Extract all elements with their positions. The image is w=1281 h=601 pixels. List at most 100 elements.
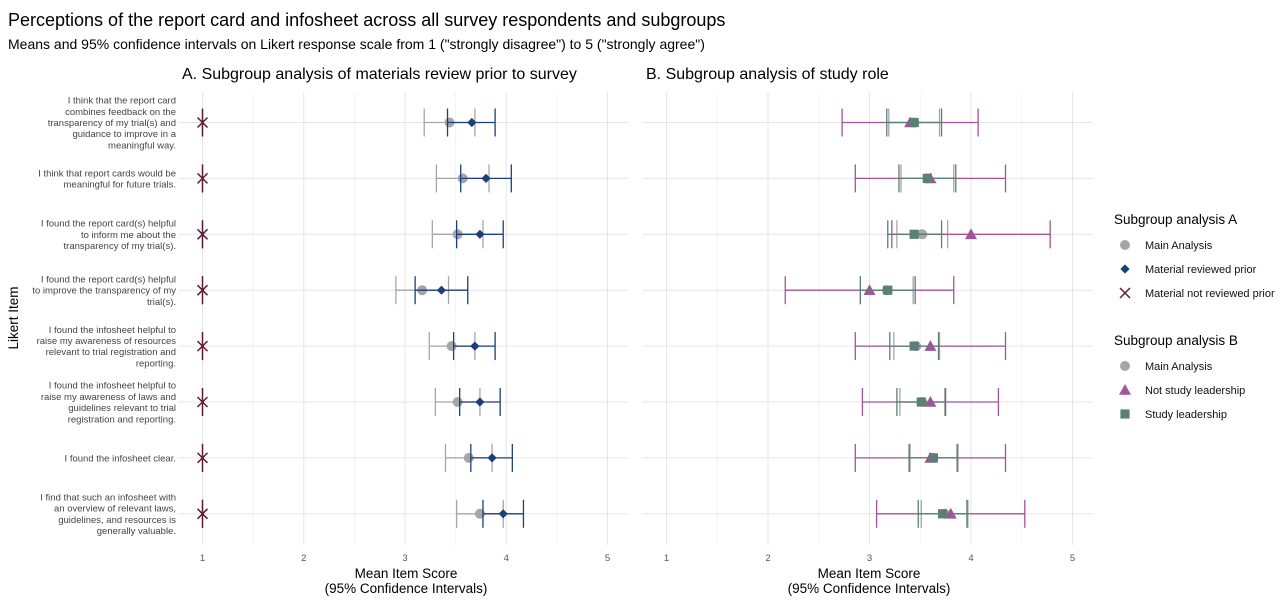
- series-material-reviewed-prior: [414, 108, 525, 528]
- data-point: [937, 509, 948, 519]
- series-study-leadership: [859, 108, 968, 528]
- y-axis-title: Likert Item: [6, 286, 21, 349]
- x-tick-label: 1: [200, 553, 205, 564]
- y-tick-label-line: generally valuable.: [97, 526, 176, 537]
- data-point: [196, 116, 209, 129]
- figure-subtitle: Means and 95% confidence intervals on Li…: [8, 36, 705, 52]
- x-tick-label: 2: [765, 553, 770, 564]
- y-tick-label-line: an overview of relevant laws,: [54, 504, 176, 515]
- data-point: [487, 453, 497, 463]
- legend-b-title: Subgroup analysis B: [1114, 333, 1238, 348]
- data-point: [916, 397, 926, 407]
- legend-label: Study leadership: [1145, 409, 1227, 421]
- y-tick-label-line: I found the infosheet helpful to: [49, 325, 176, 336]
- data-point: [498, 509, 508, 519]
- legend-subgroup-b: Subgroup analysis B Main Analysis Not stu…: [1114, 333, 1245, 421]
- y-tick-label-line: meaningful for future trials.: [64, 180, 176, 191]
- x-axis-title: (95% Confidence Intervals): [788, 581, 951, 596]
- legend-key-triangle: [1119, 384, 1131, 395]
- data-point: [436, 285, 447, 295]
- data-point: [475, 229, 485, 239]
- data-point: [196, 284, 209, 296]
- legend-key-diamond: [1120, 264, 1130, 274]
- panel-a: 1 2 3 4 5 Mean Item Score(95% Confidence Inte…: [178, 92, 628, 596]
- y-tick-label: I find that such an infosheet with an ove…: [40, 493, 176, 538]
- series-main-analysis: [395, 108, 504, 528]
- x-axis-title: (95% Confidence Intervals): [325, 581, 488, 596]
- data-point: [909, 341, 919, 351]
- y-tick-label-line: guidelines, and resources is: [58, 515, 176, 526]
- y-tick-label-line: transparency of my trial(s) and: [48, 118, 176, 129]
- x-tick-label: 5: [1070, 553, 1075, 564]
- legend-key-circle: [1120, 240, 1130, 250]
- y-tick-label-line: reporting.: [136, 358, 176, 369]
- x-tick-label: 3: [402, 553, 407, 564]
- series-material-not-reviewed-prior: [196, 108, 209, 528]
- data-point: [196, 452, 209, 464]
- x-tick-label: 5: [605, 553, 610, 564]
- data-point: [196, 228, 209, 240]
- y-tick-label-line: guidelines relevant to trial: [68, 403, 176, 414]
- legend-label: Main Analysis: [1145, 361, 1213, 373]
- y-tick-label: I think that the report card combines fee…: [48, 96, 177, 152]
- y-tick-label: I found the report card(s) helpful to imp…: [32, 275, 176, 308]
- y-tick-label: I found the infosheet clear.: [65, 453, 176, 464]
- data-point: [196, 172, 209, 184]
- panel-b-title: B. Subgroup analysis of study role: [646, 66, 889, 83]
- legend-key-circle: [1120, 361, 1130, 371]
- y-tick-label-line: meaningful way.: [108, 140, 176, 151]
- x-axis-title: Mean Item Score: [355, 566, 458, 581]
- y-tick-label: I found the report card(s) helpful to inf…: [41, 219, 176, 252]
- data-point: [470, 341, 480, 351]
- y-tick-label-line: I think that the report card: [68, 96, 176, 107]
- y-tick-label-line: raise my awareness of laws and: [41, 392, 176, 403]
- data-point: [909, 117, 919, 128]
- data-point: [965, 228, 977, 240]
- legend-label: Not study leadership: [1145, 385, 1245, 397]
- data-point: [928, 453, 939, 463]
- legend-label: Main Analysis: [1145, 240, 1213, 252]
- y-tick-label-line: I found the infosheet clear.: [65, 453, 176, 464]
- data-point: [475, 397, 485, 407]
- y-tick-label: I think that report cards would be meanin…: [38, 168, 176, 190]
- data-point: [883, 285, 893, 295]
- data-point: [467, 117, 477, 128]
- y-tick-label-line: relevant to trial registration and: [46, 347, 176, 358]
- legend-label: Material reviewed prior: [1145, 264, 1257, 276]
- legend-key-square: [1120, 409, 1130, 419]
- y-tick-label: I found the infosheet helpful to raise my…: [37, 325, 177, 370]
- data-point: [909, 229, 919, 239]
- x-axis-title: Mean Item Score: [818, 566, 921, 581]
- x-tick-label: 3: [867, 553, 872, 564]
- y-tick-label-line: I find that such an infosheet with: [40, 493, 176, 504]
- y-tick-label-line: registration and reporting.: [68, 414, 176, 425]
- y-tick-label-line: raise my awareness of resources: [37, 336, 177, 347]
- y-tick-label-line: transparency of my trial(s).: [64, 241, 176, 252]
- y-tick-label-line: I found the report card(s) helpful: [41, 275, 176, 286]
- y-tick-label-line: to improve the transparency of my: [32, 286, 176, 297]
- y-axis-labels: I think that the report card combines fee…: [32, 96, 176, 537]
- y-tick-label-line: I found the report card(s) helpful: [41, 219, 176, 230]
- y-tick-label-line: I found the infosheet helpful to: [49, 381, 176, 392]
- data-point: [922, 173, 932, 183]
- y-tick-label-line: I think that report cards would be: [38, 168, 176, 179]
- legend-label: Material not reviewed prior: [1145, 288, 1275, 300]
- x-tick-label: 1: [664, 553, 669, 564]
- figure-title: Perceptions of the report card and infos…: [8, 10, 725, 30]
- x-tick-label: 2: [301, 553, 306, 564]
- panel-a-title: A. Subgroup analysis of materials review…: [182, 66, 577, 83]
- panel-b: 1 2 3 4 5 Mean Item Score(95% Confidence Inte…: [642, 92, 1093, 596]
- y-tick-label-line: trial(s).: [147, 297, 176, 308]
- x-tick-label: 4: [968, 553, 973, 564]
- legend-key-cross: [1119, 287, 1131, 299]
- data-point: [196, 396, 209, 408]
- legend-subgroup-a: Subgroup analysis A Main Analysis Materia…: [1114, 212, 1275, 300]
- series-main-analysis: [859, 108, 969, 528]
- y-tick-label-line: combines feedback on the: [65, 107, 176, 118]
- data-point: [481, 173, 491, 183]
- y-tick-label-line: to inform me about the: [81, 230, 176, 241]
- series-not-study-leadership: [784, 108, 1051, 528]
- y-tick-label: I found the infosheet helpful to raise my…: [41, 381, 176, 426]
- legend-a-title: Subgroup analysis A: [1114, 212, 1237, 227]
